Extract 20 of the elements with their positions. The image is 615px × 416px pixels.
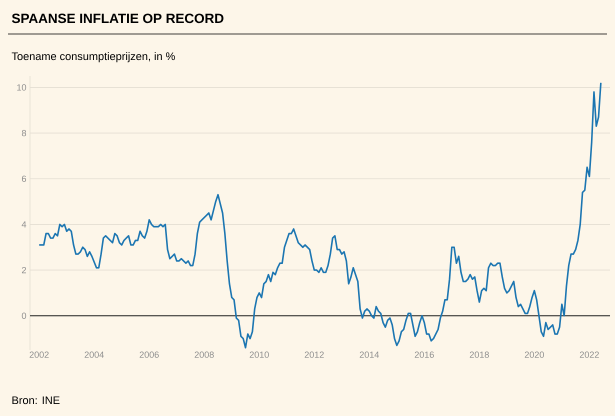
y-tick-label: 10	[17, 84, 26, 91]
y-tick-label: 6	[22, 176, 26, 182]
chart-title: SPAANSE INFLATIE OP RECORD	[12, 14, 224, 24]
x-tick-label: 2018	[470, 352, 489, 358]
x-tick-label: 2014	[360, 352, 379, 358]
x-tick-label: 2022	[580, 352, 599, 358]
y-tick-label: 2	[22, 266, 26, 274]
chart-subtitle: Toename consumptieprijzen, in %	[12, 52, 175, 62]
y-tick-label: 0	[22, 312, 26, 319]
x-tick-label: 2012	[304, 352, 324, 358]
x-tick-label: 2002	[30, 352, 49, 358]
x-tick-label: 2020	[524, 352, 544, 358]
x-tick-label: 2006	[140, 352, 159, 358]
text: Bron: INE	[12, 396, 60, 404]
y-tick-label: 8	[22, 130, 26, 136]
x-tick-label: 2004	[84, 352, 104, 358]
x-tick-label: 2008	[194, 352, 214, 358]
x-tick-label: 2010	[250, 352, 269, 358]
y-tick-label: 4	[22, 221, 26, 228]
x-tick-label: 2016	[414, 352, 434, 358]
